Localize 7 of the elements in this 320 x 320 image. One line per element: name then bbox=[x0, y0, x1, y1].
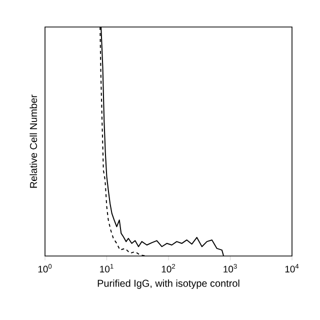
y-axis-title: Relative Cell Number bbox=[30, 94, 38, 188]
x-tick-label: 10$^{1}$ bbox=[100, 264, 114, 272]
x-axis-title: Purified IgG, with isotype control bbox=[98, 280, 240, 289]
x-tick-label: 10$^{0}$ bbox=[38, 264, 52, 272]
x-tick-label: 10$^{2}$ bbox=[162, 264, 176, 272]
x-tick-label: 10$^{4}$ bbox=[285, 264, 299, 272]
x-tick-label: 10$^{3}$ bbox=[224, 264, 237, 272]
